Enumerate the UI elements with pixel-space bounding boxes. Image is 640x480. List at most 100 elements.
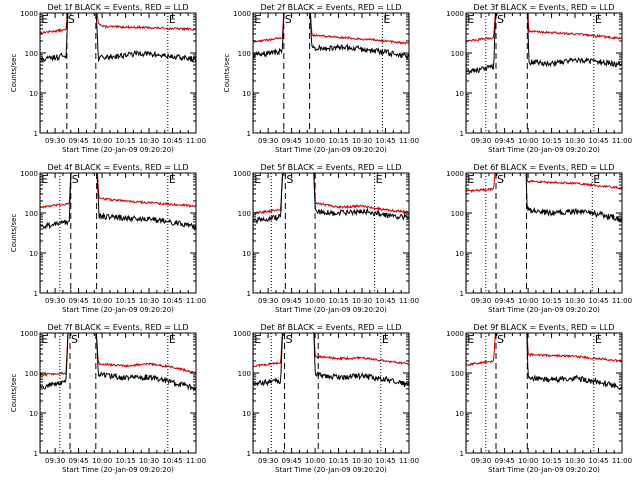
x-tick-label: 09:30 [471, 457, 491, 465]
y-axis-label: Counts/sec [10, 374, 18, 413]
x-tick-label: 10:00 [518, 457, 538, 465]
x-tick-label: 10:30 [352, 457, 372, 465]
x-tick-label: 10:00 [305, 297, 325, 305]
x-axis-label: Start Time (20-Jan-09 09:20:20) [62, 146, 174, 154]
x-tick-label: 11:00 [399, 137, 419, 145]
y-axis-label: Counts/sec [10, 214, 18, 253]
series-line [40, 333, 196, 392]
x-tick-label: 10:00 [518, 137, 538, 145]
x-axis-label: Start Time (20-Jan-09 09:20:20) [62, 466, 174, 474]
y-tick-label: 10 [29, 250, 38, 258]
y-tick-label: 10 [29, 410, 38, 418]
y-tick-label: 10 [455, 90, 464, 98]
x-tick-label: 09:30 [45, 297, 65, 305]
plot-title: Det 7f BLACK = Events, RED = LLD [47, 323, 188, 332]
event-marker-label: E [254, 173, 261, 186]
y-tick-label: 100 [451, 50, 464, 58]
series-line [253, 13, 409, 60]
x-tick-label: 10:15 [328, 137, 348, 145]
y-tick-label: 10 [242, 250, 251, 258]
x-tick-label: 09:30 [258, 297, 278, 305]
series-line [466, 13, 622, 43]
y-tick-label: 10 [242, 90, 251, 98]
x-tick-label: 10:00 [305, 137, 325, 145]
plot-title: Det 1f BLACK = Events, RED = LLD [47, 3, 188, 12]
x-tick-label: 09:45 [282, 137, 302, 145]
detector-plot: E S E 1 10 100 1000 09:30 09:45 10:00 10:15 10:30 10… [10, 323, 206, 474]
x-tick-label: 11:00 [612, 457, 632, 465]
series-line [253, 333, 409, 368]
x-tick-label: 10:15 [541, 137, 561, 145]
plot-frame [465, 12, 623, 134]
event-marker-label: E [595, 13, 602, 26]
series-line [40, 173, 196, 209]
series-line [253, 173, 409, 225]
event-marker-label: E [254, 13, 261, 26]
y-tick-label: 1 [247, 450, 251, 458]
series-line [253, 173, 409, 215]
x-tick-label: 09:45 [495, 457, 515, 465]
y-tick-label: 1000 [446, 170, 464, 178]
series-line [466, 333, 622, 367]
y-tick-label: 1 [247, 130, 251, 138]
event-marker-label: E [467, 13, 474, 26]
x-tick-label: 11:00 [186, 457, 206, 465]
y-tick-label: 100 [238, 210, 251, 218]
x-tick-label: 11:00 [186, 297, 206, 305]
y-tick-label: 1000 [446, 330, 464, 338]
y-tick-label: 1 [247, 290, 251, 298]
y-tick-label: 1 [460, 450, 464, 458]
x-tick-label: 09:45 [495, 137, 515, 145]
plot-frame [252, 12, 410, 134]
detector-plot: E S E 1 10 100 1000 09:30 09:45 10:00 10:15 10:30 10… [446, 3, 632, 154]
x-tick-label: 10:45 [375, 297, 395, 305]
event-marker-label: S [286, 173, 293, 186]
series-line [253, 13, 409, 45]
event-marker-label: E [382, 333, 389, 346]
event-marker-label: S [71, 333, 78, 346]
y-tick-label: 100 [238, 50, 251, 58]
y-tick-label: 1000 [446, 10, 464, 18]
x-tick-label: 10:00 [92, 297, 112, 305]
x-tick-label: 09:45 [69, 137, 89, 145]
x-tick-label: 11:00 [399, 457, 419, 465]
y-tick-label: 1 [460, 290, 464, 298]
event-marker-label: E [169, 173, 176, 186]
event-marker-label: S [497, 13, 504, 26]
x-tick-label: 09:30 [471, 137, 491, 145]
event-marker-label: S [72, 173, 79, 186]
plot-title: Det 6f BLACK = Events, RED = LLD [473, 163, 614, 172]
y-tick-label: 100 [25, 210, 38, 218]
plot-frame [39, 332, 197, 454]
y-tick-label: 100 [25, 50, 38, 58]
x-tick-label: 10:45 [588, 297, 608, 305]
plot-frame [39, 12, 197, 134]
plot-title: Det 5f BLACK = Events, RED = LLD [260, 163, 401, 172]
series-line [253, 333, 409, 387]
plot-frame [465, 332, 623, 454]
x-tick-label: 09:30 [45, 457, 65, 465]
detector-plot: E S E 1 10 100 1000 09:30 09:45 10:00 10:15 10:30 10… [446, 163, 632, 314]
x-tick-label: 10:15 [328, 457, 348, 465]
y-tick-label: 1000 [20, 10, 38, 18]
event-marker-label: S [497, 333, 504, 346]
plot-title: Det 3f BLACK = Events, RED = LLD [473, 3, 614, 12]
event-marker-label: E [595, 333, 602, 346]
x-axis-label: Start Time (20-Jan-09 09:20:20) [275, 146, 387, 154]
x-axis-label: Start Time (20-Jan-09 09:20:20) [488, 466, 600, 474]
x-tick-label: 09:45 [69, 457, 89, 465]
y-axis-label: Counts/sec [10, 54, 18, 93]
x-tick-label: 10:30 [565, 457, 585, 465]
event-marker-label: S [497, 173, 504, 186]
plot-title: Det 4f BLACK = Events, RED = LLD [47, 163, 188, 172]
x-tick-label: 10:45 [162, 297, 182, 305]
y-tick-label: 100 [451, 370, 464, 378]
event-marker-label: E [169, 333, 176, 346]
x-axis-label: Start Time (20-Jan-09 09:20:20) [488, 306, 600, 314]
x-tick-label: 10:15 [115, 457, 135, 465]
event-marker-label: E [376, 173, 383, 186]
x-tick-label: 10:00 [92, 457, 112, 465]
event-marker-label: E [169, 13, 176, 26]
y-tick-label: 1000 [20, 170, 38, 178]
